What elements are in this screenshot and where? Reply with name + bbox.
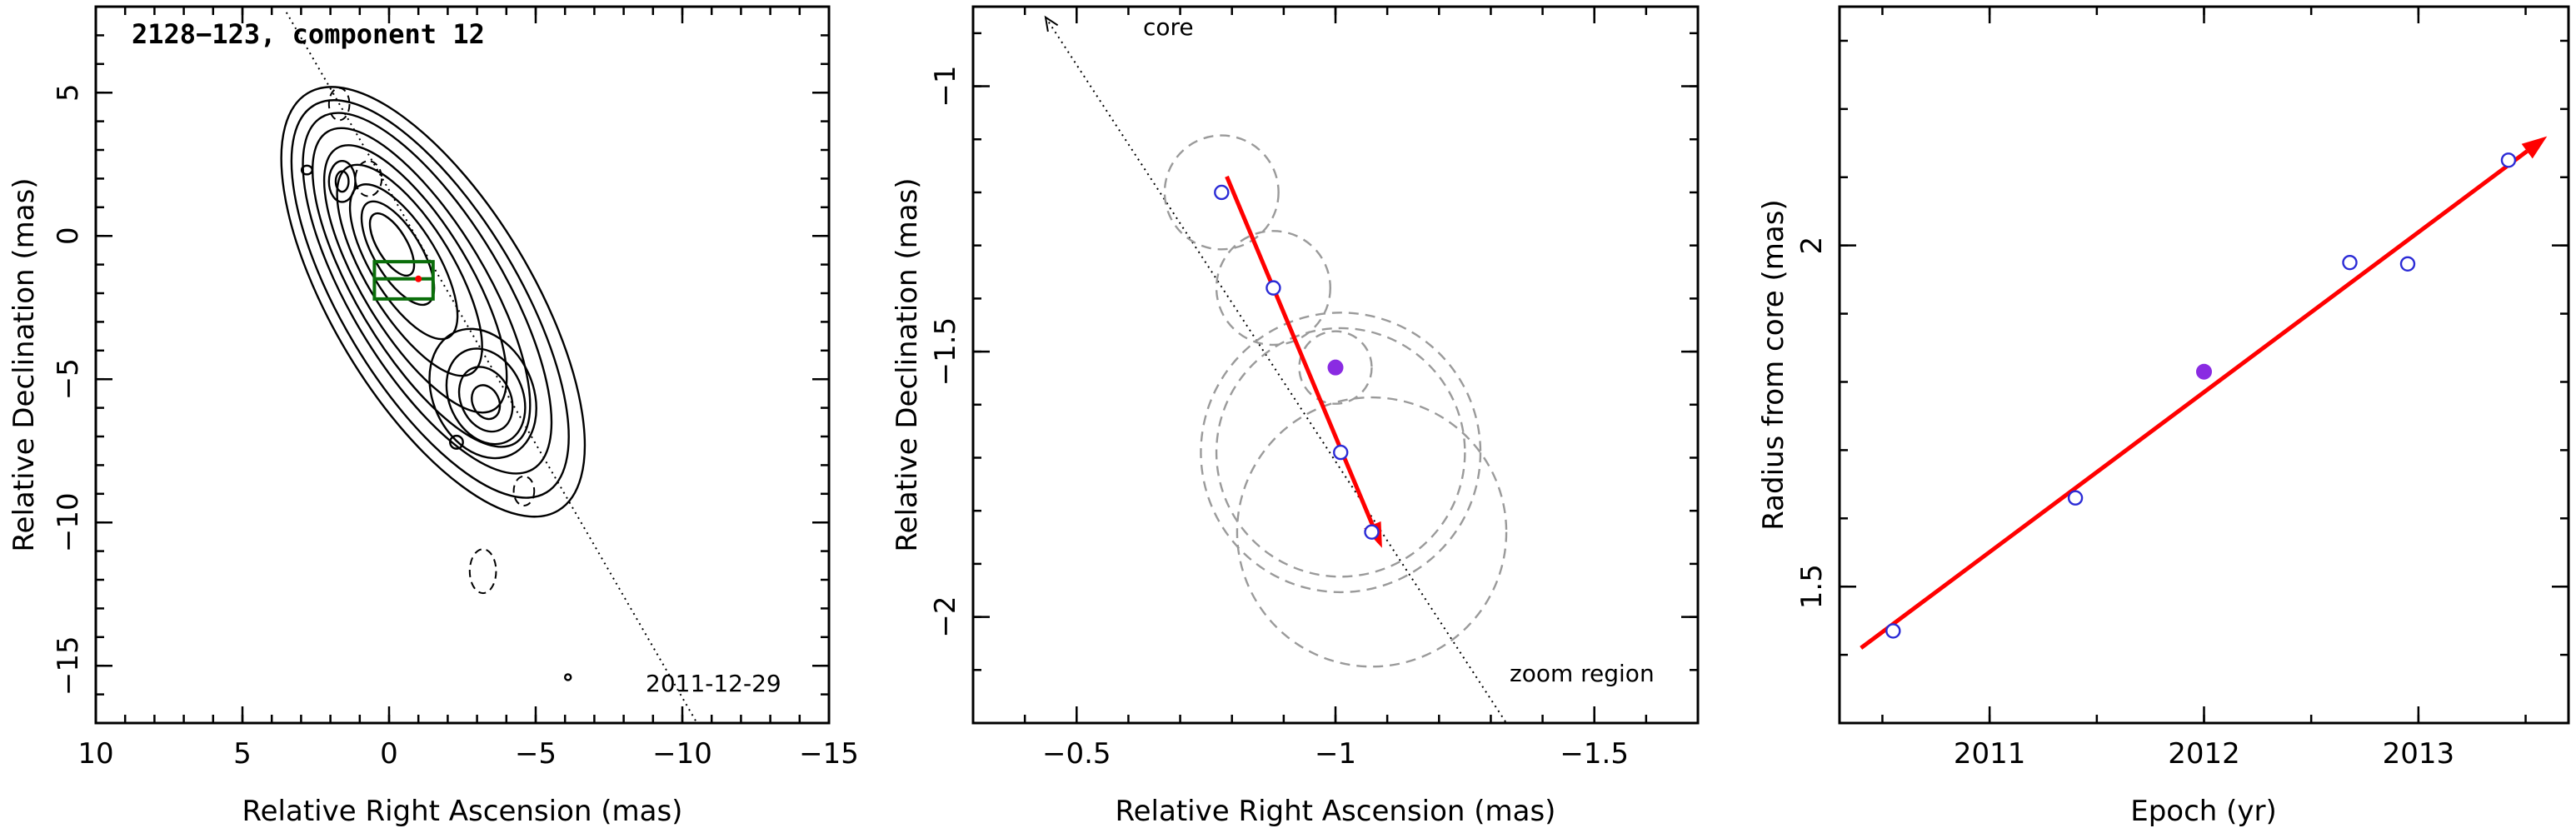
core-direction-line xyxy=(1045,17,1507,724)
jet-contour xyxy=(322,144,508,414)
x-tick-label: 2012 xyxy=(2168,737,2240,771)
negative-contour xyxy=(354,160,383,197)
radius-point xyxy=(2342,254,2358,271)
component-size-circle xyxy=(1163,134,1280,251)
radius-fit-arrow-line xyxy=(1860,149,2529,650)
y-tick-label: 5 xyxy=(52,83,85,102)
panel-contour-map: 10 5 0 −5 −10 −15 −15 −10 −5 0 5 2128−123, compone… xyxy=(7,5,859,828)
radius-point xyxy=(1885,623,1901,639)
motion-fit-arrow-line xyxy=(1225,175,1375,526)
y-tick-label: 1.5 xyxy=(1795,564,1829,609)
radius-fit-arrow-head xyxy=(2521,136,2548,159)
jet-knot-contour xyxy=(471,384,502,421)
component-position-point xyxy=(1266,280,1281,296)
component-size-circle xyxy=(1215,327,1466,578)
jet-contour xyxy=(360,200,436,307)
jet-knot-contour xyxy=(428,327,537,460)
component-position-point xyxy=(1214,184,1230,201)
y-tick-label: 2 xyxy=(1795,237,1829,255)
component-marker xyxy=(415,275,422,282)
y-tick-label: −1 xyxy=(929,65,962,107)
core-annotation: core xyxy=(1143,13,1194,41)
y-tick-label: −2 xyxy=(929,596,962,638)
component-position-point xyxy=(1364,524,1380,540)
radius-point xyxy=(2067,490,2084,506)
panel3-xlabel: Epoch (yr) xyxy=(2130,795,2277,828)
island-contour xyxy=(563,673,572,681)
jet-contour xyxy=(311,127,532,448)
jet-contour xyxy=(280,86,587,518)
x-tick-label: 2011 xyxy=(1954,737,2026,771)
island-contour xyxy=(300,164,313,176)
component-size-circle xyxy=(1200,312,1482,594)
panel1-xlabel: Relative Right Ascension (mas) xyxy=(242,795,683,828)
y-tick-label: −15 xyxy=(52,636,85,696)
negative-contour xyxy=(327,87,351,122)
x-tick-label: −0.5 xyxy=(1042,737,1111,771)
component-position-point xyxy=(1333,444,1349,461)
y-tick-label: −5 xyxy=(52,358,85,400)
panel1-frame xyxy=(94,5,831,725)
jet-knot-contour xyxy=(457,366,514,433)
component-size-circle xyxy=(1298,330,1373,405)
radius-point xyxy=(2399,256,2416,272)
jet-contour xyxy=(368,212,416,277)
jet-contour xyxy=(302,112,553,475)
panel-radius-vs-epoch: 2011 2012 2013 1.5 2 Epoch (yr) Radius from … xyxy=(1757,5,2570,828)
panel-zoom: −0.5 −1 −1.5 −2 −1.5 −1 core zoom region Rela… xyxy=(891,5,1700,828)
jet-contour xyxy=(290,99,570,499)
y-tick-label: −10 xyxy=(52,492,85,552)
highlighted-epoch-point xyxy=(1327,359,1344,376)
panel2-xlabel: Relative Right Ascension (mas) xyxy=(1116,795,1556,828)
negative-contour xyxy=(512,475,536,506)
x-tick-label: −1 xyxy=(1315,737,1356,771)
core-arrowhead xyxy=(1044,15,1059,32)
x-tick-label: −10 xyxy=(652,737,712,771)
x-tick-label: −5 xyxy=(515,737,557,771)
radius-point xyxy=(2500,152,2517,168)
epoch-label: 2011-12-29 xyxy=(646,670,781,697)
x-tick-label: −15 xyxy=(799,737,859,771)
highlighted-epoch-point xyxy=(2196,363,2212,380)
panel2-ylabel: Relative Declination (mas) xyxy=(891,177,924,551)
component-size-circle xyxy=(1215,230,1331,347)
panel3-ylabel: Radius from core (mas) xyxy=(1757,199,1790,530)
negative-contour xyxy=(468,548,497,595)
x-tick-label: −1.5 xyxy=(1560,737,1629,771)
island-contour xyxy=(449,434,464,450)
zoom-region-annotation: zoom region xyxy=(1510,660,1655,687)
y-tick-label: −1.5 xyxy=(929,317,962,387)
island-contour xyxy=(327,159,357,203)
y-tick-label: 0 xyxy=(52,227,85,245)
component-size-circle xyxy=(1236,396,1508,668)
jet-knot-contour xyxy=(445,347,527,446)
panel1-title: 2128−123, component 12 xyxy=(132,18,485,50)
x-tick-label: 2013 xyxy=(2383,737,2455,771)
x-tick-label: 5 xyxy=(233,737,252,771)
panel1-ylabel: Relative Declination (mas) xyxy=(7,177,41,551)
island-contour xyxy=(334,170,350,193)
x-tick-label: 10 xyxy=(77,737,113,771)
core-direction-line xyxy=(285,12,698,724)
x-tick-label: 0 xyxy=(380,737,398,771)
jet-contour xyxy=(336,163,483,377)
